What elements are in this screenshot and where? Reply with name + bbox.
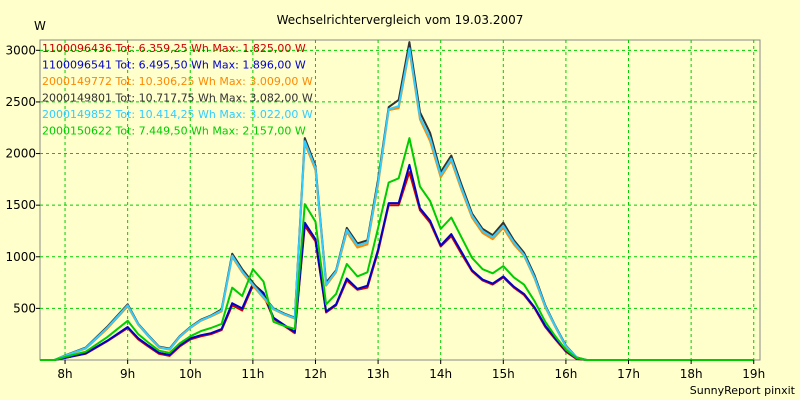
legend-entry-5: 2000150622 Tot: 7.449,50 Wh Max: 2.157,0… — [42, 125, 306, 138]
y-tick-label-2: 1500 — [5, 198, 36, 212]
series-line-5 — [40, 137, 754, 361]
x-tick-label-9: 17h — [617, 367, 640, 381]
credit-text: SunnyReport pinxit — [690, 384, 796, 397]
y-tick-label-1: 1000 — [5, 250, 36, 264]
legend-entry-2: 2000149772 Tot: 10.306,25 Wh Max: 3.009,… — [42, 75, 313, 88]
series-lines — [40, 41, 754, 361]
legend-entry-4: 2000149852 Tot: 10.414,25 Wh Max: 3.022,… — [42, 108, 313, 121]
y-tick-label-4: 2500 — [5, 95, 36, 109]
x-tick-label-11: 19h — [742, 367, 765, 381]
x-tick-label-0: 8h — [57, 367, 72, 381]
y-axis-ticks: 500 1000 1500 2000 2500 3000 — [5, 43, 40, 315]
legend: 1100096436 Tot: 6.359,25 Wh Max: 1.825,0… — [42, 42, 313, 138]
x-tick-label-6: 14h — [429, 367, 452, 381]
chart-title: Wechselrichtervergleich vom 19.03.2007 — [277, 13, 524, 27]
x-tick-label-5: 13h — [367, 367, 390, 381]
x-tick-label-4: 12h — [304, 367, 327, 381]
x-tick-label-1: 9h — [120, 367, 135, 381]
x-tick-label-8: 16h — [554, 367, 577, 381]
legend-entry-1: 1100096541 Tot: 6.495,50 Wh Max: 1.896,0… — [42, 59, 306, 72]
x-tick-label-3: 11h — [241, 367, 264, 381]
x-tick-label-7: 15h — [492, 367, 515, 381]
x-tick-label-2: 10h — [179, 367, 202, 381]
x-axis-ticks: 8h 9h 10h 11h 12h 13h 14h 15h 16h 17h 18h 19h — [57, 360, 765, 381]
y-tick-label-5: 3000 — [5, 43, 36, 57]
y-tick-label-0: 500 — [13, 301, 36, 315]
x-tick-label-10: 18h — [680, 367, 703, 381]
legend-entry-0: 1100096436 Tot: 6.359,25 Wh Max: 1.825,0… — [42, 42, 306, 55]
legend-entry-3: 2000149801 Tot: 10.717,75 Wh Max: 3.082,… — [42, 92, 313, 105]
y-tick-label-3: 2000 — [5, 147, 36, 161]
y-axis-label: W — [34, 19, 46, 33]
